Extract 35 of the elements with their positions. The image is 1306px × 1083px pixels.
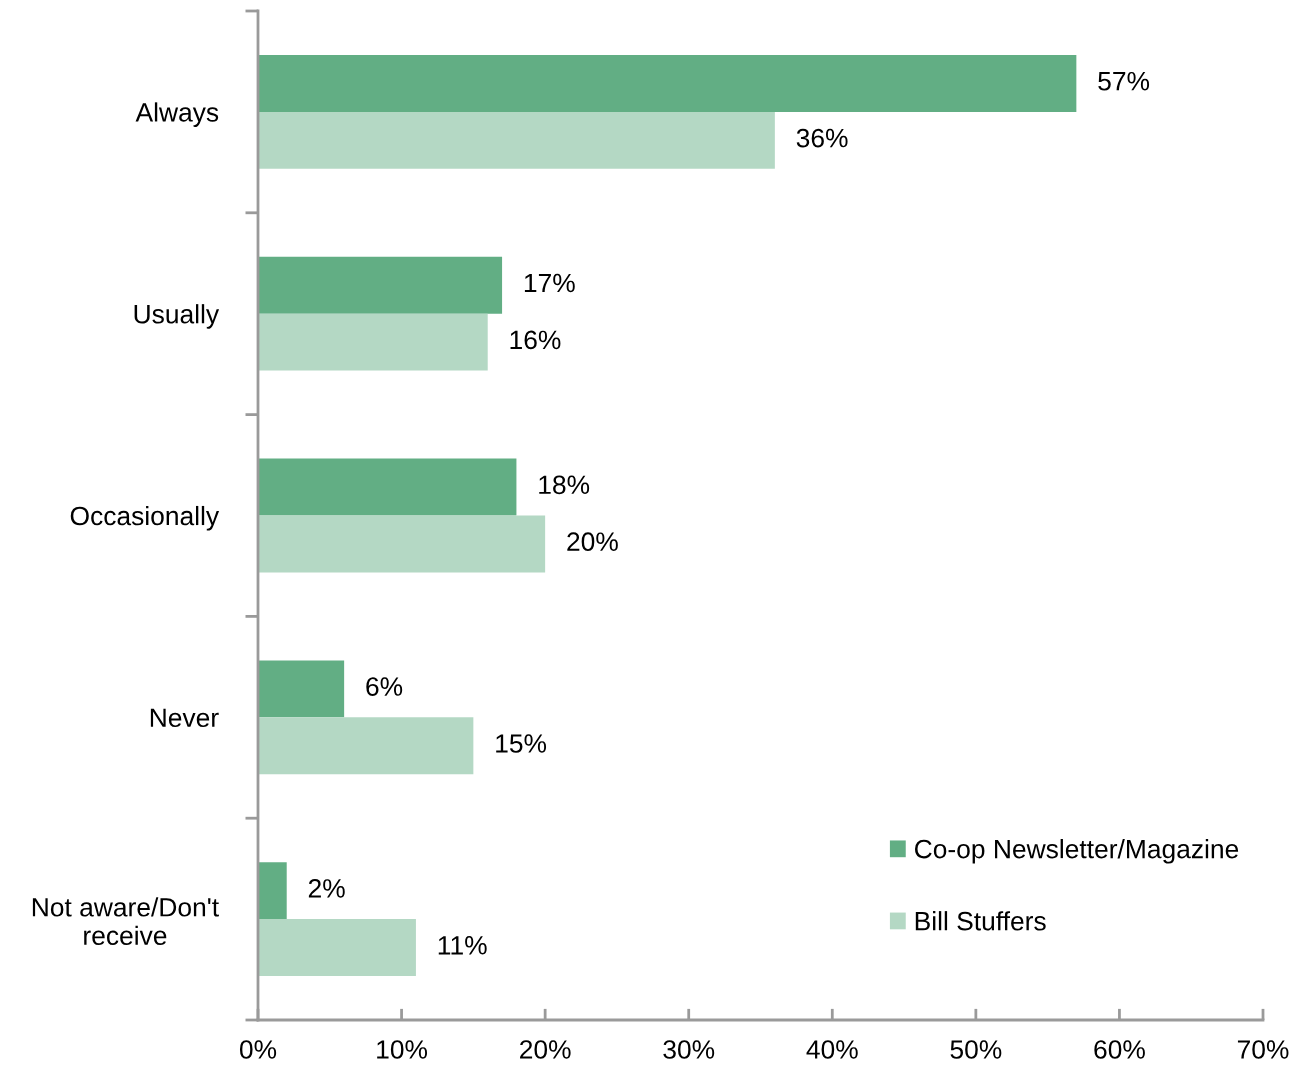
data-label: 20% bbox=[567, 532, 618, 552]
data-label: 16% bbox=[510, 330, 561, 350]
y-tick-label: Never bbox=[150, 708, 219, 728]
bar bbox=[258, 515, 546, 573]
bar bbox=[258, 862, 287, 920]
bar bbox=[258, 111, 775, 169]
y-tick-label: Not aware/Don't receive bbox=[32, 897, 219, 946]
bar bbox=[258, 313, 488, 371]
bar bbox=[258, 256, 503, 314]
data-label: 18% bbox=[539, 475, 590, 495]
data-label: 36% bbox=[796, 128, 848, 148]
y-tick-label: Usually bbox=[134, 304, 220, 329]
x-tick-label: 20% bbox=[520, 1040, 571, 1059]
x-tick-label: 10% bbox=[377, 1040, 428, 1059]
x-tick-label: 0% bbox=[239, 1040, 277, 1059]
bar bbox=[258, 54, 1077, 112]
x-tick-label: 50% bbox=[950, 1040, 1002, 1059]
x-tick-label: 70% bbox=[1237, 1040, 1289, 1059]
x-tick-label: 30% bbox=[663, 1040, 715, 1059]
x-tick-label: 40% bbox=[806, 1040, 858, 1059]
data-label: 6% bbox=[366, 677, 403, 696]
bar bbox=[258, 919, 416, 977]
x-tick-label: 60% bbox=[1094, 1040, 1145, 1059]
data-label: 15% bbox=[496, 734, 547, 753]
data-label: 11% bbox=[438, 936, 487, 955]
bar bbox=[258, 717, 474, 775]
y-tick-label: Always bbox=[135, 102, 219, 127]
data-label: 2% bbox=[308, 879, 345, 898]
data-label: 57% bbox=[1098, 71, 1150, 91]
data-label: 17% bbox=[524, 273, 575, 293]
legend-label: Co-op Newsletter/Magazine bbox=[915, 839, 1239, 864]
legend-label: Bill Stuffers bbox=[915, 911, 1046, 931]
y-tick-label: Occasionally bbox=[70, 505, 220, 531]
bar bbox=[258, 458, 517, 516]
bar bbox=[258, 660, 345, 718]
